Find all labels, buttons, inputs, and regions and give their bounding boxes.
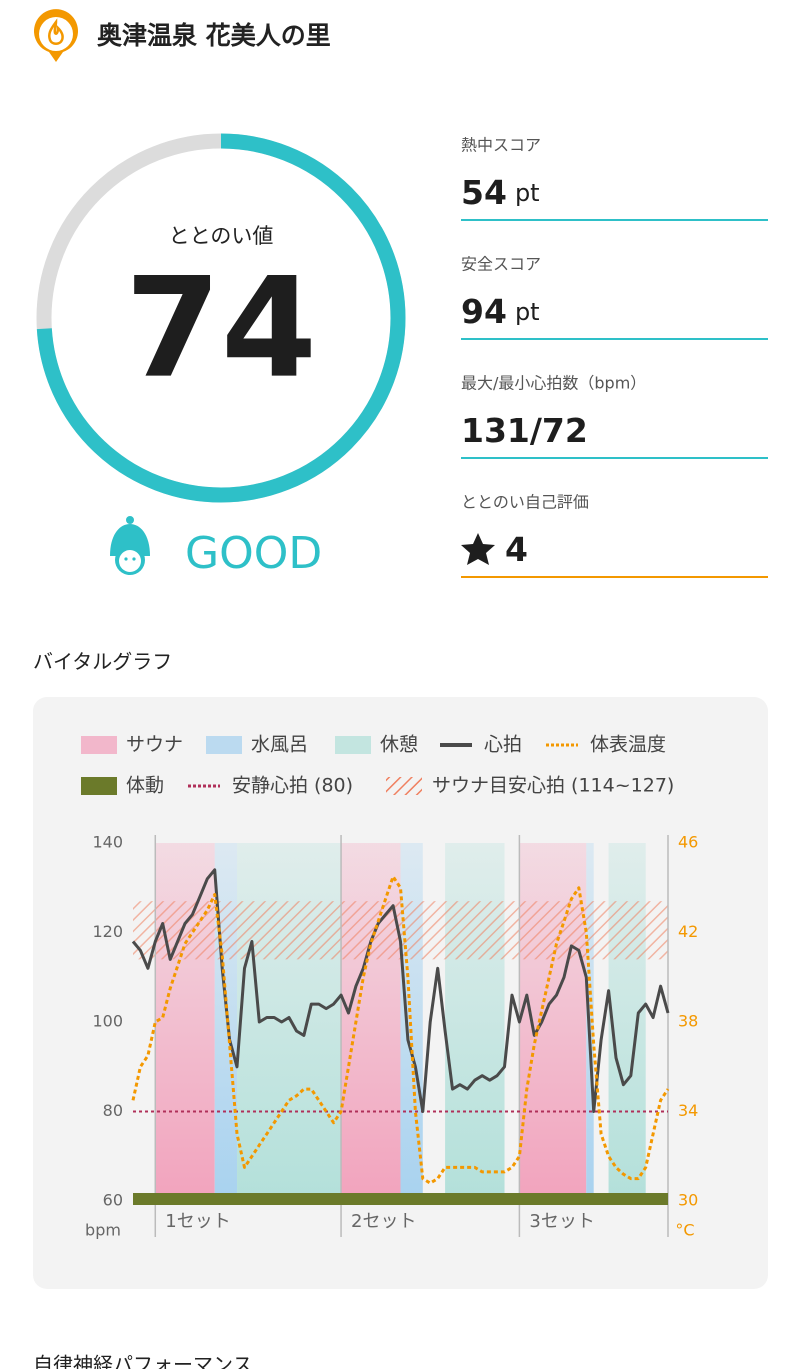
venue-title: 奥津温泉 花美人の里 (97, 21, 331, 50)
y2-tick-label: 42 (678, 922, 698, 941)
phase-band (608, 843, 646, 1201)
y-tick-label: 60 (103, 1191, 123, 1210)
score-arc (36, 133, 406, 503)
temperature-line (131, 875, 670, 1185)
phase-band (519, 843, 587, 1201)
legend-label: 心拍 (484, 734, 522, 756)
phase-band (237, 843, 342, 1201)
y-tick-label: 100 (92, 1012, 123, 1031)
legend-label: サウナ (126, 734, 183, 756)
score-label: ととのい値 (169, 224, 274, 248)
legend-swatch (81, 736, 117, 754)
y2-tick-label: 30 (678, 1191, 698, 1210)
phase-band (155, 843, 215, 1201)
legend-label: 安静心拍 (80) (232, 775, 353, 797)
set-label: 1セット (165, 1211, 230, 1232)
stat-value: 4 (505, 530, 528, 569)
stat-label: 最大/最小心拍数（bpm） (461, 374, 646, 393)
y-tick-label: 120 (92, 922, 123, 941)
phase-band (341, 843, 401, 1201)
legend-swatch (206, 736, 242, 754)
set-label: 2セット (351, 1211, 416, 1232)
legend-swatch (81, 777, 117, 795)
stat-value: 54 pt (461, 173, 540, 212)
legend-label: 体表温度 (590, 734, 666, 756)
stat-value: 94 pt (461, 292, 540, 331)
y2-tick-label: 38 (678, 1012, 698, 1031)
stat-number: 4 (505, 530, 528, 569)
y-tick-label: 140 (92, 833, 123, 852)
y-tick-label: 80 (103, 1101, 123, 1120)
stat-label: 熱中スコア (461, 136, 541, 155)
legend-label: 水風呂 (251, 734, 308, 756)
stat-number: 94 (461, 292, 507, 331)
rating: GOOD (185, 528, 322, 579)
stat-label: 安全スコア (461, 255, 541, 274)
next-section-title: 自律神経パフォーマンス (33, 1353, 253, 1369)
legend-swatch (386, 777, 422, 795)
legend-label: 休憩 (380, 734, 418, 756)
stat-label: ととのい自己評価 (461, 493, 589, 512)
stat-unit: pt (515, 298, 540, 326)
y2-axis-label: °C (675, 1221, 694, 1240)
movement-strip (133, 1193, 668, 1205)
y2-tick-label: 34 (678, 1101, 698, 1120)
venue-icon (33, 9, 78, 62)
rating-icon (110, 516, 150, 575)
legend-swatch (335, 736, 371, 754)
stat-unit: pt (515, 179, 540, 207)
phase-band (445, 843, 505, 1201)
star-icon (461, 533, 495, 565)
section-title: バイタルグラフ (33, 650, 172, 674)
legend-label: 体動 (126, 775, 164, 797)
set-label: 3セット (529, 1211, 594, 1232)
y2-tick-label: 46 (678, 833, 698, 852)
heart-rate-line (131, 868, 670, 1113)
y-axis-label: bpm (85, 1221, 121, 1240)
stat-value: 131/72 (461, 411, 588, 450)
stat-number: 131/72 (461, 411, 588, 450)
score-value: 74 (125, 248, 317, 409)
legend-label: サウナ目安心拍 (114~127) (432, 775, 674, 797)
stat-number: 54 (461, 173, 507, 212)
